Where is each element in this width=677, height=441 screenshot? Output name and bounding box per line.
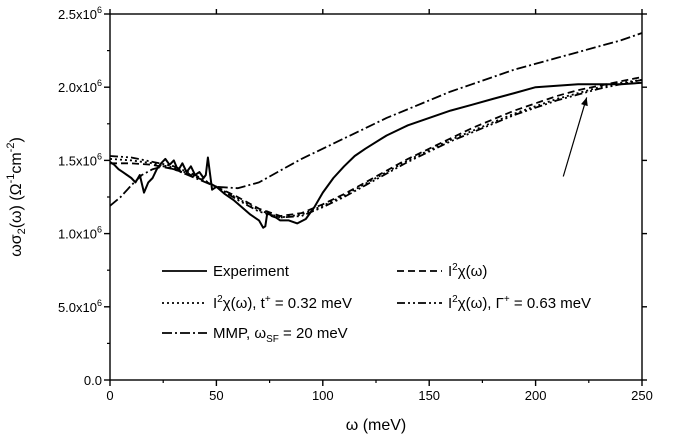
legend-mmp-prefix: MMP, ω [213,325,266,342]
annotation-arrow [562,97,588,177]
series-line-1 [109,81,643,229]
y-title-sup2: -2 [5,143,17,153]
y-tick-label: 1.5x106 [58,151,102,168]
x-axis-title: ω (meV) [346,417,407,434]
legend-g-plus: + [504,294,510,305]
y-title-sup1: -1 [5,174,17,184]
legend-t-value: = 0.32 meV [271,295,352,312]
y-tick-label: 2.5x106 [58,5,102,22]
legend-label-i2chi: I2χ(ω) [448,262,487,280]
series-line-2 [110,76,643,217]
x-tick-label: 0 [106,388,113,403]
legend: Experiment I2χ(ω) I2χ(ω), t+ = 0.32 meV … [162,262,591,345]
x-tick-label: 50 [209,388,223,403]
legend-t-prefix: I [213,295,217,312]
legend-mmp-value: = 20 meV [279,325,348,342]
y-tick-label: 2.0x106 [58,78,102,95]
legend-label-experiment: Experiment [213,263,290,280]
curves-layer [109,32,643,229]
arrow-head [581,97,588,107]
ticks-layer: 0 50 100 150 200 250 0.0 5.0x106 1.0x106 1.5x106 2… [58,5,653,403]
arrow-shaft [562,97,588,177]
legend-i2chi-sup: 2 [452,262,458,273]
series-line-3 [109,79,643,219]
y-tick-label: 0.0 [84,373,102,388]
y-title-part-a: ωσ [8,234,25,256]
legend-g-sup: 2 [452,294,458,305]
series-line-5 [109,32,643,207]
x-tick-label: 200 [525,388,547,403]
y-axis-title: ωσ2(ω) (Ω-1cm-2) [5,137,28,257]
legend-t-sup: 2 [217,294,223,305]
series-line-4 [109,79,643,219]
legend-label-t: I2χ(ω), t+ = 0.32 meV [213,294,352,312]
y-tick-label: 1.0x106 [58,225,102,242]
y-title-part-c: cm [8,152,25,173]
legend-label-gamma: I2χ(ω), Γ+ = 0.63 meV [448,294,591,312]
plot-frame [109,13,643,381]
y-tick-label: 5.0x106 [58,298,102,315]
y-title-part-b: (ω) (Ω [8,183,25,228]
legend-i2chi-prefix: I [448,263,452,280]
legend-mmp-sub: SF [266,334,279,345]
legend-label-mmp: MMP, ωSF = 20 meV [213,325,348,345]
legend-t-plus: + [265,294,271,305]
legend-g-prefix: I [448,295,452,312]
legend-g-tail: χ(ω), Γ [458,295,504,312]
legend-t-tail: χ(ω), t [223,295,266,312]
legend-i2chi-tail: χ(ω) [458,263,488,280]
x-tick-label: 100 [312,388,334,403]
y-title-sub: 2 [16,228,28,234]
x-tick-label: 150 [418,388,440,403]
x-tick-label: 250 [631,388,653,403]
legend-g-value: = 0.63 meV [510,295,591,312]
y-title-part-d: ) [8,137,25,142]
